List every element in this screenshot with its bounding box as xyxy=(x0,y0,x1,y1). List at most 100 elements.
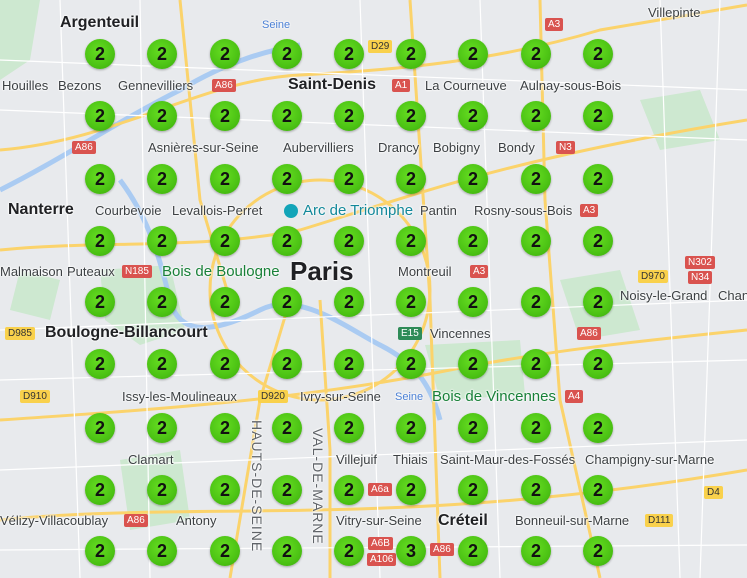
cluster-marker[interactable]: 2 xyxy=(583,101,613,131)
cluster-marker[interactable]: 2 xyxy=(334,39,364,69)
cluster-marker[interactable]: 2 xyxy=(583,349,613,379)
cluster-marker[interactable]: 2 xyxy=(272,349,302,379)
road-shield: A106 xyxy=(367,553,397,566)
cluster-marker[interactable]: 2 xyxy=(521,226,551,256)
cluster-marker[interactable]: 3 xyxy=(396,536,426,566)
cluster-marker[interactable]: 2 xyxy=(272,413,302,443)
cluster-marker[interactable]: 2 xyxy=(210,39,240,69)
cluster-marker[interactable]: 2 xyxy=(334,287,364,317)
cluster-marker[interactable]: 2 xyxy=(458,349,488,379)
road-shield: E15 xyxy=(398,327,422,340)
cluster-marker[interactable]: 2 xyxy=(396,287,426,317)
cluster-marker[interactable]: 2 xyxy=(396,349,426,379)
cluster-marker[interactable]: 2 xyxy=(458,226,488,256)
place-label: Montreuil xyxy=(398,264,452,279)
cluster-marker[interactable]: 2 xyxy=(272,226,302,256)
place-label: Champigny-sur-Marne xyxy=(585,452,715,467)
cluster-marker[interactable]: 2 xyxy=(147,475,177,505)
cluster-marker[interactable]: 2 xyxy=(210,101,240,131)
cluster-marker[interactable]: 2 xyxy=(147,287,177,317)
cluster-marker[interactable]: 2 xyxy=(272,101,302,131)
cluster-marker[interactable]: 2 xyxy=(85,101,115,131)
cluster-marker[interactable]: 2 xyxy=(396,413,426,443)
cluster-marker[interactable]: 2 xyxy=(521,536,551,566)
cluster-marker[interactable]: 2 xyxy=(85,39,115,69)
department-label: VAL-DE-MARNE xyxy=(310,428,326,545)
cluster-marker[interactable]: 2 xyxy=(521,164,551,194)
cluster-marker[interactable]: 2 xyxy=(396,39,426,69)
cluster-marker[interactable]: 2 xyxy=(85,413,115,443)
cluster-marker[interactable]: 2 xyxy=(272,475,302,505)
cluster-marker[interactable]: 2 xyxy=(583,413,613,443)
cluster-marker[interactable]: 2 xyxy=(85,164,115,194)
road-shield: D970 xyxy=(638,270,668,283)
cluster-marker[interactable]: 2 xyxy=(521,475,551,505)
cluster-marker[interactable]: 2 xyxy=(147,226,177,256)
place-label: Gennevilliers xyxy=(118,78,194,93)
cluster-marker[interactable]: 2 xyxy=(521,101,551,131)
cluster-marker[interactable]: 2 xyxy=(334,164,364,194)
cluster-marker[interactable]: 2 xyxy=(210,226,240,256)
cluster-marker[interactable]: 2 xyxy=(583,226,613,256)
cluster-marker[interactable]: 2 xyxy=(334,349,364,379)
cluster-marker[interactable]: 2 xyxy=(334,413,364,443)
cluster-marker[interactable]: 2 xyxy=(147,536,177,566)
cluster-marker[interactable]: 2 xyxy=(147,413,177,443)
park-label: Bois de Vincennes xyxy=(432,388,556,405)
place-label: Bezons xyxy=(58,78,102,93)
cluster-marker[interactable]: 2 xyxy=(458,39,488,69)
cluster-marker[interactable]: 2 xyxy=(458,164,488,194)
poi-arc-de-triomphe[interactable]: Arc de Triomphe xyxy=(284,202,413,219)
cluster-marker[interactable]: 2 xyxy=(583,287,613,317)
cluster-marker[interactable]: 2 xyxy=(458,287,488,317)
cluster-marker[interactable]: 2 xyxy=(147,164,177,194)
road-shield: A86 xyxy=(430,543,454,556)
cluster-marker[interactable]: 2 xyxy=(458,413,488,443)
cluster-marker[interactable]: 2 xyxy=(521,349,551,379)
cluster-marker[interactable]: 2 xyxy=(147,39,177,69)
department-label: HAUTS-DE-SEINE xyxy=(249,420,265,553)
cluster-marker[interactable]: 2 xyxy=(147,349,177,379)
place-label: Ivry-sur-Seine xyxy=(300,389,381,404)
cluster-marker[interactable]: 2 xyxy=(210,287,240,317)
cluster-marker[interactable]: 2 xyxy=(85,536,115,566)
cluster-marker[interactable]: 2 xyxy=(396,164,426,194)
cluster-marker[interactable]: 2 xyxy=(210,536,240,566)
cluster-marker[interactable]: 2 xyxy=(85,349,115,379)
cluster-marker[interactable]: 2 xyxy=(396,475,426,505)
cluster-marker[interactable]: 2 xyxy=(272,287,302,317)
cluster-marker[interactable]: 2 xyxy=(583,39,613,69)
cluster-marker[interactable]: 2 xyxy=(85,226,115,256)
road-shield: A86 xyxy=(72,141,96,154)
cluster-marker[interactable]: 2 xyxy=(583,536,613,566)
cluster-marker[interactable]: 2 xyxy=(583,475,613,505)
cluster-marker[interactable]: 2 xyxy=(396,226,426,256)
cluster-marker[interactable]: 2 xyxy=(521,39,551,69)
cluster-marker[interactable]: 2 xyxy=(85,475,115,505)
place-label: Noisy-le-Grand xyxy=(620,288,708,303)
place-label: Nanterre xyxy=(8,201,74,218)
cluster-marker[interactable]: 2 xyxy=(458,475,488,505)
road-shield: D111 xyxy=(645,514,674,527)
cluster-marker[interactable]: 2 xyxy=(334,101,364,131)
cluster-marker[interactable]: 2 xyxy=(210,164,240,194)
cluster-marker[interactable]: 2 xyxy=(210,349,240,379)
cluster-marker[interactable]: 2 xyxy=(521,413,551,443)
cluster-marker[interactable]: 2 xyxy=(396,101,426,131)
place-label: Antony xyxy=(176,513,217,528)
cluster-marker[interactable]: 2 xyxy=(272,164,302,194)
cluster-marker[interactable]: 2 xyxy=(334,226,364,256)
place-label: Courbevoie xyxy=(95,203,162,218)
cluster-marker[interactable]: 2 xyxy=(210,475,240,505)
cluster-marker[interactable]: 2 xyxy=(334,475,364,505)
cluster-marker[interactable]: 2 xyxy=(147,101,177,131)
cluster-marker[interactable]: 2 xyxy=(272,536,302,566)
cluster-marker[interactable]: 2 xyxy=(458,101,488,131)
cluster-marker[interactable]: 2 xyxy=(458,536,488,566)
cluster-marker[interactable]: 2 xyxy=(85,287,115,317)
cluster-marker[interactable]: 2 xyxy=(334,536,364,566)
cluster-marker[interactable]: 2 xyxy=(583,164,613,194)
cluster-marker[interactable]: 2 xyxy=(272,39,302,69)
cluster-marker[interactable]: 2 xyxy=(210,413,240,443)
cluster-marker[interactable]: 2 xyxy=(521,287,551,317)
